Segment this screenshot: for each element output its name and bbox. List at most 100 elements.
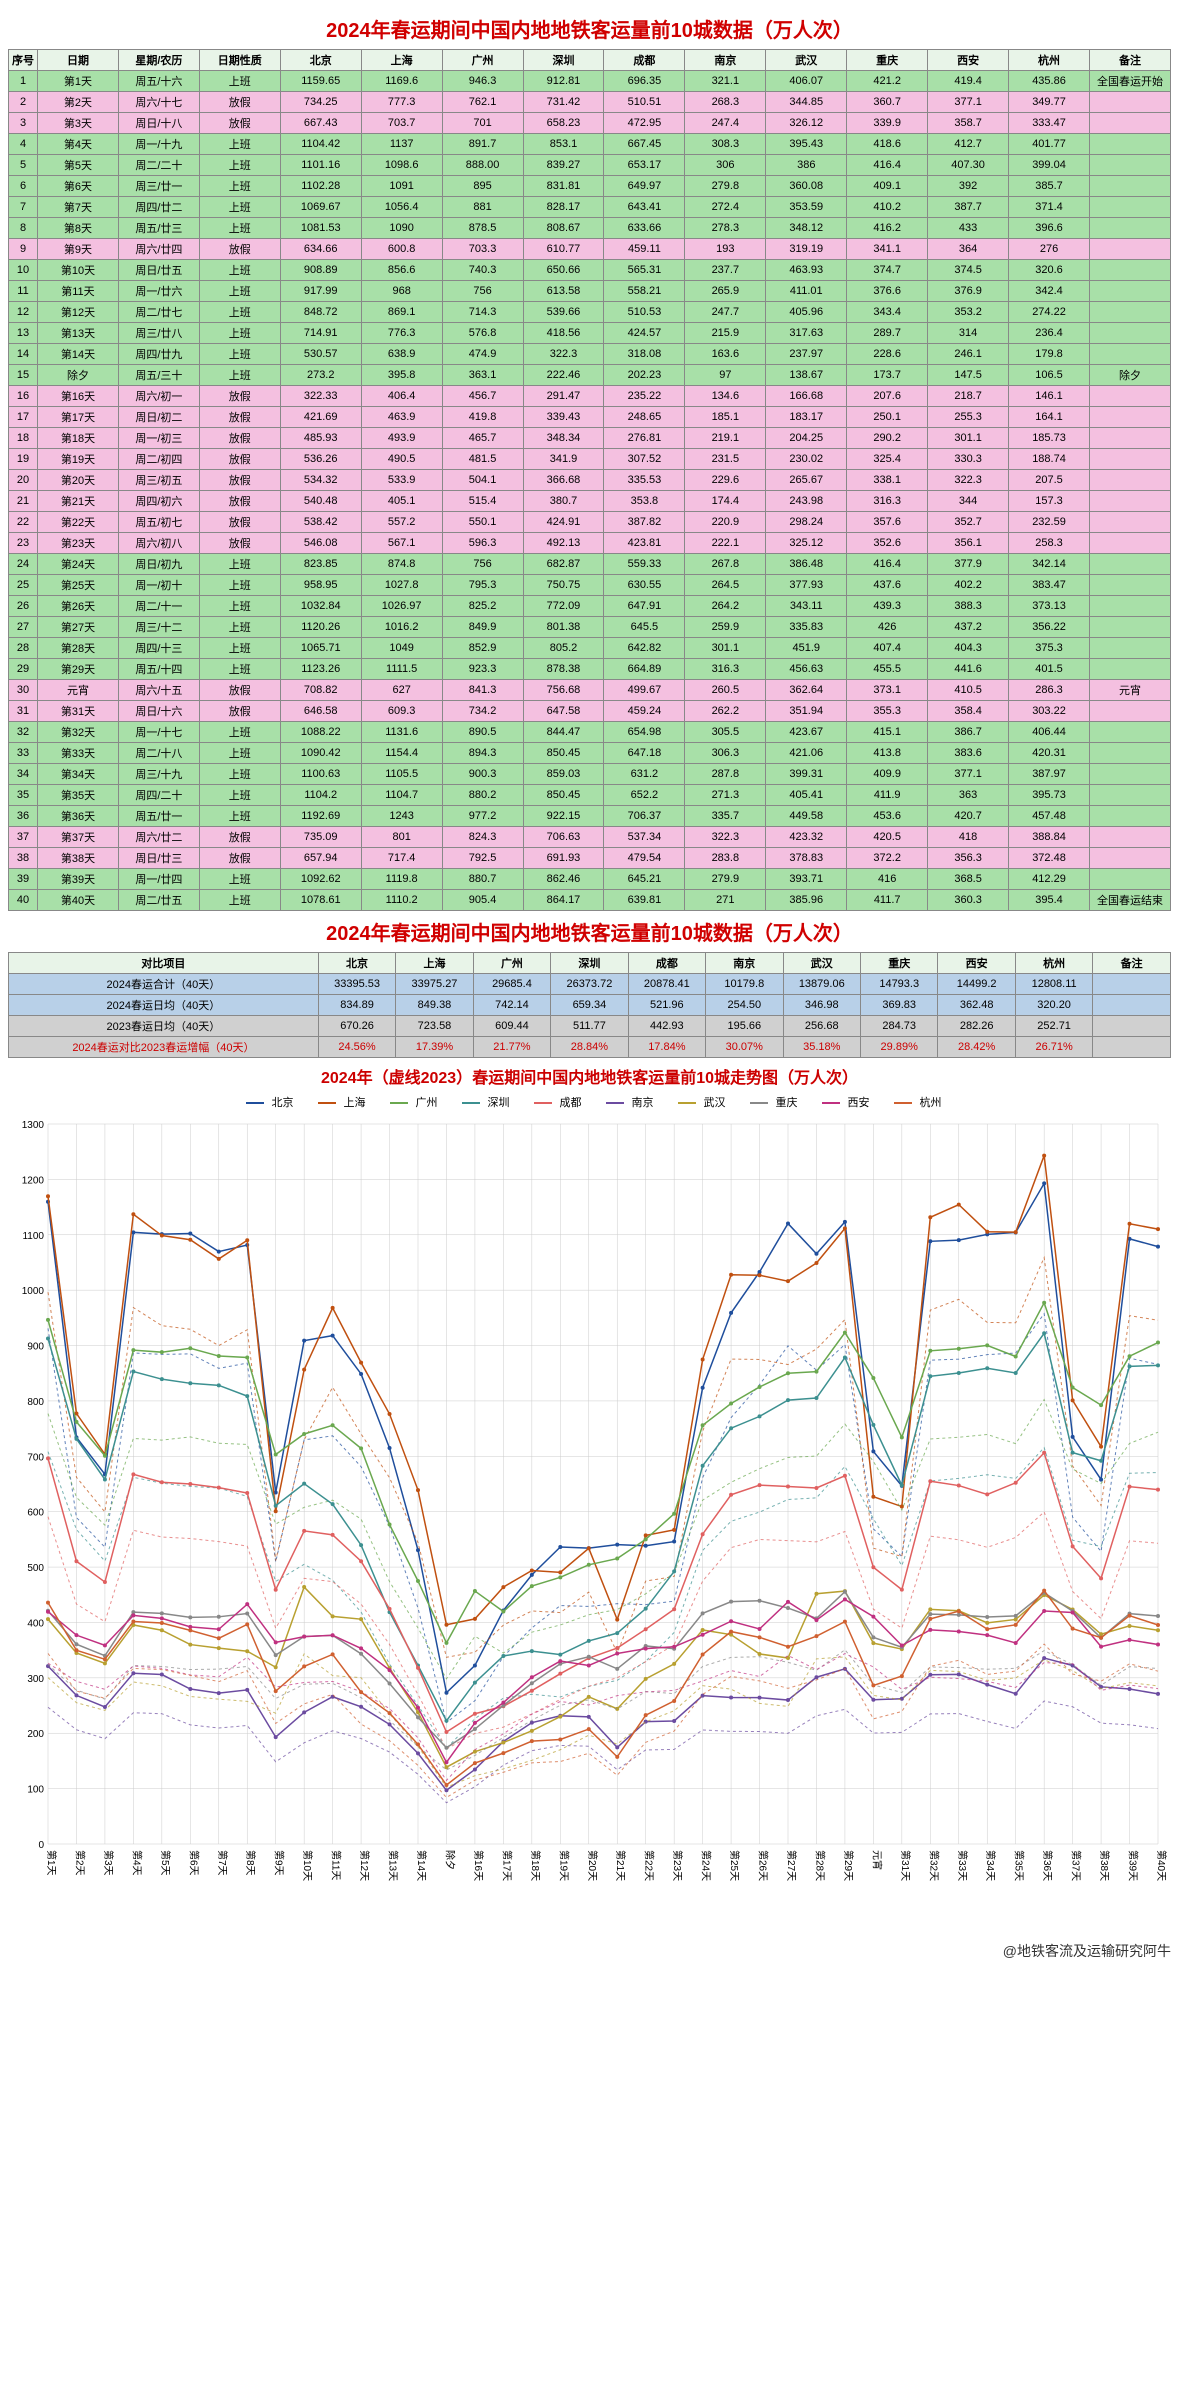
cell: 1090 (361, 218, 442, 239)
cell: 周三/廿八 (118, 323, 199, 344)
cell: 268.3 (685, 92, 766, 113)
cell: 17.39% (396, 1037, 473, 1058)
cell: 905.4 (442, 890, 523, 911)
svg-text:第17天: 第17天 (500, 1850, 513, 1881)
cell: 279.8 (685, 176, 766, 197)
cell: 756 (442, 554, 523, 575)
cell: 776.3 (361, 323, 442, 344)
cell: 864.17 (523, 890, 604, 911)
cell: 634.66 (280, 239, 361, 260)
cell: 917.99 (280, 281, 361, 302)
cell: 708.82 (280, 680, 361, 701)
cell: 第37天 (38, 827, 119, 848)
cell: 385.7 (1009, 176, 1090, 197)
cell: 352.6 (847, 533, 928, 554)
cell: 179.8 (1009, 344, 1090, 365)
cell: 321.1 (685, 71, 766, 92)
cell: 第21天 (38, 491, 119, 512)
cell: 630.55 (604, 575, 685, 596)
cell: 第14天 (38, 344, 119, 365)
cell: 409.1 (847, 176, 928, 197)
cell: 343.4 (847, 302, 928, 323)
table-row: 28第28天周四/十三上班1065.711049852.9805.2642.82… (9, 638, 1171, 659)
cell: 642.82 (604, 638, 685, 659)
svg-text:900: 900 (27, 1342, 44, 1353)
cell: 除夕 (1089, 365, 1170, 386)
cell: 放假 (199, 827, 280, 848)
cell: 652.2 (604, 785, 685, 806)
cell: 342.14 (1009, 554, 1090, 575)
cell: 1101.16 (280, 155, 361, 176)
cell: 576.8 (442, 323, 523, 344)
cell: 409.9 (847, 764, 928, 785)
svg-text:第28天: 第28天 (813, 1850, 826, 1881)
cell: 上班 (199, 344, 280, 365)
cell: 341.1 (847, 239, 928, 260)
cell: 493.9 (361, 428, 442, 449)
cell: 229.6 (685, 470, 766, 491)
cell: 235.22 (604, 386, 685, 407)
cell: 256.68 (783, 1016, 860, 1037)
cell: 682.87 (523, 554, 604, 575)
cell: 456.7 (442, 386, 523, 407)
cell: 1120.26 (280, 617, 361, 638)
cell: 335.7 (685, 806, 766, 827)
cell: 441.6 (928, 659, 1009, 680)
cell: 放假 (199, 491, 280, 512)
cell: 25 (9, 575, 38, 596)
cell: 周四/廿二 (118, 197, 199, 218)
cell (1089, 722, 1170, 743)
cell: 750.75 (523, 575, 604, 596)
cell: 701 (442, 113, 523, 134)
cell: 457.48 (1009, 806, 1090, 827)
cell: 399.04 (1009, 155, 1090, 176)
svg-text:第27天: 第27天 (785, 1850, 798, 1881)
table-row: 40第40天周二/廿五上班1078.611110.2905.4864.17639… (9, 890, 1171, 911)
table-row: 11第11天周一/廿六上班917.99968756613.58558.21265… (9, 281, 1171, 302)
cell: 371.4 (1009, 197, 1090, 218)
cell: 278.3 (685, 218, 766, 239)
cell: 317.63 (766, 323, 847, 344)
cell: 349.77 (1009, 92, 1090, 113)
cell: 上班 (199, 575, 280, 596)
cell (1089, 848, 1170, 869)
series-line (48, 1453, 1158, 1732)
cell: 237.7 (685, 260, 766, 281)
svg-text:第26天: 第26天 (757, 1850, 770, 1881)
cell: 第27天 (38, 617, 119, 638)
cell: 28.42% (938, 1037, 1015, 1058)
cell: 402.2 (928, 575, 1009, 596)
cell: 792.5 (442, 848, 523, 869)
cell: 290.2 (847, 428, 928, 449)
table-row: 13第13天周三/廿八上班714.91776.3576.8418.56424.5… (9, 323, 1171, 344)
cell: 377.93 (766, 575, 847, 596)
svg-text:第38天: 第38天 (1098, 1850, 1111, 1881)
cell (1089, 386, 1170, 407)
cell: 823.85 (280, 554, 361, 575)
cell: 周六/廿四 (118, 239, 199, 260)
cell: 258.3 (1009, 533, 1090, 554)
cell: 16 (9, 386, 38, 407)
cell: 341.9 (523, 449, 604, 470)
cell: 11 (9, 281, 38, 302)
cell: 850.45 (523, 785, 604, 806)
cell: 放假 (199, 449, 280, 470)
cell: 33975.27 (396, 974, 473, 995)
cell: 418 (928, 827, 1009, 848)
cell: 30.07% (706, 1037, 783, 1058)
cell: 376.6 (847, 281, 928, 302)
cell: 上班 (199, 659, 280, 680)
cell: 第25天 (38, 575, 119, 596)
cell: 878.38 (523, 659, 604, 680)
cell: 346.98 (783, 995, 860, 1016)
cell: 上班 (199, 323, 280, 344)
cell: 325.4 (847, 449, 928, 470)
col-header: 星期/农历 (118, 50, 199, 71)
col-header: 重庆 (847, 50, 928, 71)
cell: 1069.67 (280, 197, 361, 218)
cell: 第17天 (38, 407, 119, 428)
cell: 第23天 (38, 533, 119, 554)
cell: 1065.71 (280, 638, 361, 659)
cell: 839.27 (523, 155, 604, 176)
cell: 600.8 (361, 239, 442, 260)
